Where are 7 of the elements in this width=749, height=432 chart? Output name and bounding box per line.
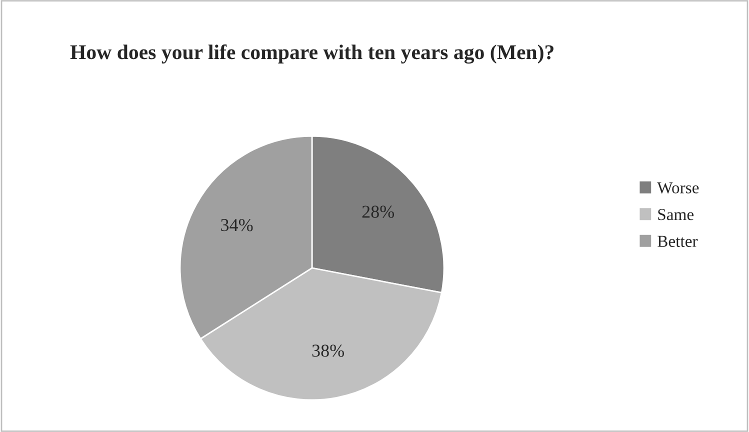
legend-label: Better (658, 236, 698, 247)
chart-title: How does your life compare with ten years ago (Men)? (70, 44, 554, 64)
legend-label: Same (658, 208, 694, 220)
legend-label: Worse (657, 182, 699, 194)
data-label: 34% (221, 219, 253, 232)
data-label: 28% (362, 206, 394, 218)
data-label: 38% (312, 344, 344, 357)
